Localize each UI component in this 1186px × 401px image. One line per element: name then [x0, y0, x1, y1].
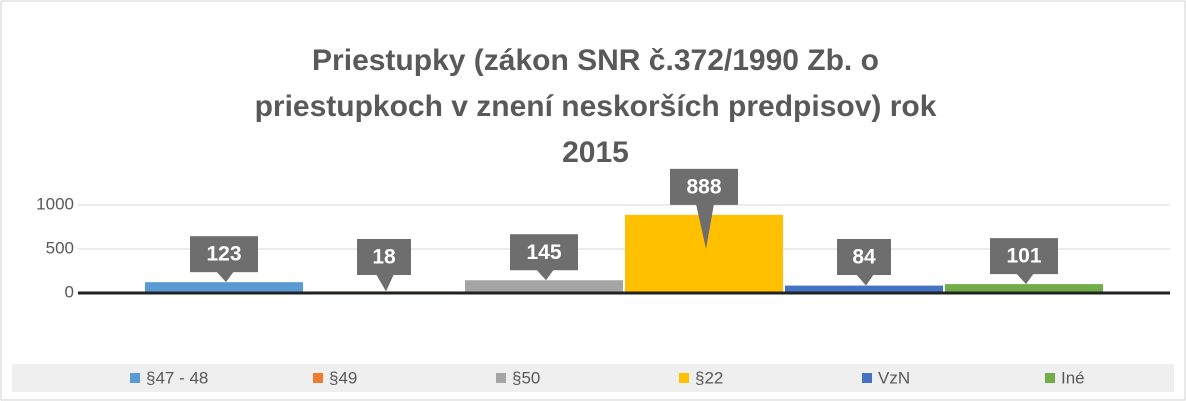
legend-swatch [130, 373, 140, 383]
data-label-box [670, 168, 738, 205]
data-label-callout [376, 274, 394, 292]
data-label: 84 [852, 246, 876, 269]
chart-title: Priestupky (zákon SNR č.372/1990 Zb. o p… [254, 44, 937, 169]
bar [785, 285, 943, 293]
data-label-callout [696, 203, 714, 249]
legend-label: Iné [1061, 368, 1085, 387]
legend-label: §47 - 48 [146, 368, 208, 387]
data-label-box [357, 239, 411, 275]
y-tick-label: 500 [46, 238, 74, 257]
data-label-box [190, 236, 258, 273]
legend-swatch [1045, 373, 1055, 383]
data-label: 888 [686, 175, 721, 198]
legend-swatch [313, 373, 323, 383]
data-label-callout [856, 274, 874, 286]
data-label-callout [216, 271, 234, 283]
data-label: 18 [372, 246, 396, 269]
data-label-callout [536, 269, 554, 281]
data-label-callout [1016, 273, 1034, 285]
legend-band [12, 364, 1174, 392]
data-label: 101 [1006, 245, 1041, 268]
legend-swatch [496, 373, 506, 383]
legend-swatch [679, 373, 689, 383]
data-label-box [837, 239, 891, 275]
legend-swatch [862, 373, 872, 383]
y-tick-label: 1000 [36, 194, 74, 213]
bar [145, 282, 303, 293]
data-label-box [990, 238, 1058, 275]
data-label: 145 [526, 241, 561, 264]
data-label: 123 [206, 243, 241, 266]
data-label-box [510, 234, 578, 271]
bar [945, 284, 1103, 293]
bar [465, 280, 623, 293]
legend-label: §49 [329, 368, 357, 387]
legend-label: §50 [512, 368, 540, 387]
y-tick-label: 0 [65, 282, 74, 301]
legend-label: VzN [878, 368, 910, 387]
legend-label: §22 [695, 368, 723, 387]
